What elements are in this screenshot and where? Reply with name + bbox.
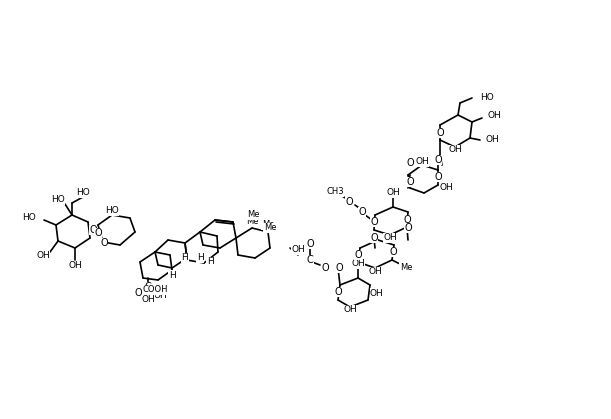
Text: C: C [145,282,152,292]
Text: OH: OH [68,261,82,271]
Text: H: H [169,271,175,279]
Text: O: O [406,177,414,187]
Text: O: O [370,233,378,243]
Text: H̄: H̄ [181,253,188,262]
Text: O: O [335,263,343,273]
Text: O: O [134,288,142,298]
Text: OH: OH [368,267,382,277]
Text: O: O [334,287,342,297]
Text: O: O [389,247,397,257]
Text: O: O [403,215,411,225]
Text: O: O [358,207,366,217]
Text: O: O [89,225,97,235]
Text: OH: OH [351,259,365,269]
Text: OH: OH [141,295,155,305]
Text: O: O [406,158,414,168]
Text: Me: Me [246,217,258,227]
Text: Me: Me [262,220,274,230]
Text: COOH: COOH [142,285,168,295]
Text: OH: OH [343,305,357,315]
Text: Me: Me [400,262,412,272]
Text: O: O [345,197,353,207]
Text: Me: Me [247,210,259,220]
Text: OH: OH [488,111,502,121]
Text: OH: OH [486,135,500,145]
Text: O: O [306,239,314,249]
Text: H: H [197,253,203,262]
Text: OH: OH [36,251,50,261]
Text: HO: HO [22,214,36,222]
Text: OH: OH [440,184,454,192]
Text: C: C [307,255,313,265]
Text: O: O [404,223,412,233]
Text: HO: HO [76,189,90,197]
Text: HO: HO [51,196,65,204]
Text: CH3: CH3 [326,187,344,197]
Text: O: O [94,228,102,238]
Text: Me: Me [264,223,276,233]
Text: OH: OH [383,233,397,243]
Text: O: O [321,263,329,273]
Text: H̄: H̄ [207,258,213,266]
Text: OH: OH [153,292,167,300]
Text: OH: OH [415,158,429,166]
Text: O: O [370,217,378,227]
Text: O: O [100,238,108,248]
Text: OH: OH [291,246,305,254]
Text: OH: OH [370,289,384,297]
Text: O: O [434,155,442,165]
Text: O: O [434,172,442,182]
Text: HO: HO [105,207,119,215]
Text: OH: OH [448,145,462,155]
Text: HO: HO [480,93,494,101]
Text: O: O [354,250,362,260]
Text: O: O [436,128,444,138]
Text: OH: OH [386,189,400,197]
